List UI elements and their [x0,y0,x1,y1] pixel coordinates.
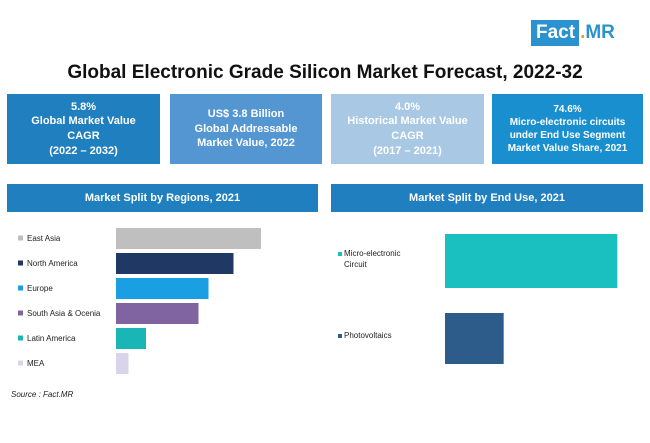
kpi-label-line: Market Value Share, 2021 [507,143,628,155]
kpi-label-line: Historical Market Value [347,115,468,128]
kpi-label-line: (2022 – 2032) [49,144,118,157]
kpi-label-line: under End Use Segment [509,130,626,141]
region-bar [116,253,234,274]
end-use-bar [445,234,618,288]
regions-chart-title: Market Split by Regions, 2021 [7,184,318,212]
legend-swatch-region [18,335,23,341]
region-label: Europe [27,284,53,293]
legend-swatch-region [18,235,23,241]
end-use-label: Photovoltaics [344,331,392,340]
source-note: Source : Fact.MR [11,390,74,399]
region-label: North America [27,259,78,268]
kpi-label-line: Micro-electronic circuits [509,116,626,128]
kpi-value: 5.8% [70,100,97,113]
end-use-label: Circuit [344,260,367,269]
legend-swatch-region [18,360,23,366]
kpi-label-line: Global Market Value [31,115,136,128]
region-bar [116,328,146,349]
region-bar [116,303,199,324]
region-label: South Asia & Ocenia [27,309,101,318]
region-bar [116,353,129,374]
kpi-value: 4.0% [394,100,421,113]
legend-swatch-region [18,285,23,291]
region-label: MEA [27,359,45,368]
kpi-label-line: Market Value, 2022 [197,137,295,150]
region-bar [116,278,209,299]
kpi-value: US$ 3.8 Billion [207,108,285,121]
kpi-card-end-use-share: 74.6% Micro-electronic circuits under En… [492,94,643,164]
kpi-value: 74.6% [553,103,582,115]
kpi-label-line: CAGR [391,130,424,142]
kpi-card-historical-cagr: 4.0% Historical Market Value CAGR (2017 … [331,94,484,164]
kpi-label-line: CAGR [67,130,100,142]
end-use-chart-title: Market Split by End Use, 2021 [331,184,643,212]
logo-mr: MR [585,22,615,43]
kpi-card-market-value: US$ 3.8 Billion Global Addressable Marke… [170,94,322,164]
page-title: Global Electronic Grade Silicon Market F… [67,62,583,83]
legend-swatch-region [18,260,23,266]
logo-fact-text: Fact [531,20,580,46]
factmr-logo: Fact .MR [531,20,631,46]
region-bar [116,228,261,249]
kpi-card-cagr: 5.8% Global Market Value CAGR (2022 – 20… [7,94,160,164]
legend-swatch-region [18,310,23,316]
end-use-label: Micro-electronic [344,249,400,258]
kpi-label-line: (2017 – 2021) [373,144,442,157]
legend-swatch-end-use [338,334,342,338]
logo-dot: . [580,22,586,43]
region-label: Latin America [27,334,76,343]
kpi-label-line: Global Addressable [194,122,298,135]
end-use-bar [445,313,504,364]
region-label: East Asia [27,234,61,243]
legend-swatch-end-use [338,252,342,256]
logo-mr-text: .MR [579,20,615,46]
